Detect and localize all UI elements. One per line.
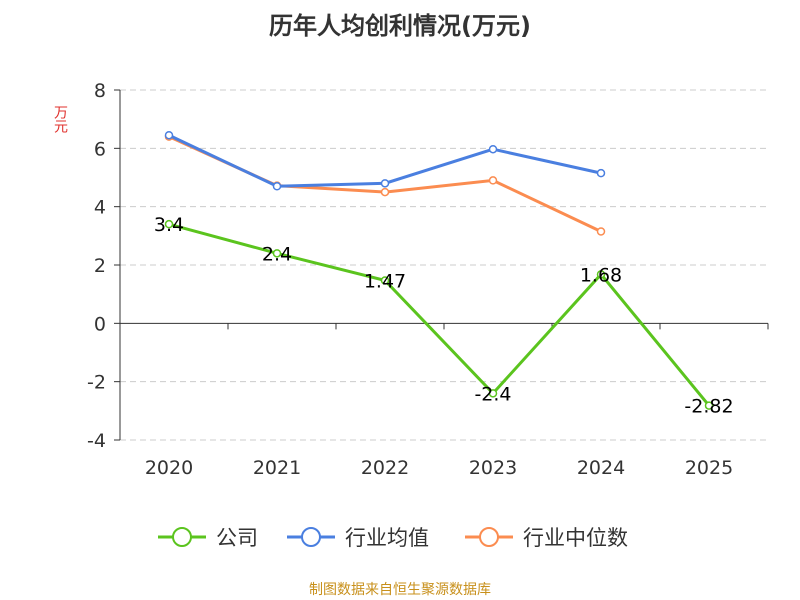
legend-label: 行业均值 (345, 526, 429, 550)
y-axis-label: 万元 (52, 105, 68, 133)
source-note: 制图数据来自恒生聚源数据库 (309, 582, 491, 598)
data-point (380, 276, 390, 285)
data-point (704, 401, 714, 410)
x-tick-label: 2021 (253, 457, 301, 479)
y-tick-label: 2 (94, 255, 106, 277)
series-line-1 (168, 133, 602, 188)
data-point (596, 168, 606, 178)
x-tick-label: 2022 (361, 457, 409, 479)
x-tick-label: 2024 (577, 457, 625, 479)
y-tick-label: -4 (87, 430, 106, 452)
data-point (596, 270, 606, 279)
chart-title: 历年人均创利情况(万元) (269, 12, 531, 40)
legend-marker (479, 527, 499, 547)
y-tick-label: -2 (87, 372, 106, 394)
data-label: -2.82 (684, 396, 733, 418)
x-tick-label: 2023 (469, 457, 517, 479)
legend-label: 公司 (216, 526, 258, 550)
legend-marker (301, 527, 321, 547)
x-tick-label: 2025 (685, 457, 733, 479)
legend-marker (172, 527, 192, 547)
data-point (164, 219, 174, 229)
data-label: 3.4 (154, 214, 184, 236)
x-tick-label: 2020 (145, 457, 193, 479)
data-point (596, 227, 606, 236)
data-point (272, 182, 282, 191)
data-point (380, 179, 390, 188)
data-point (164, 130, 174, 140)
data-label: 2.4 (262, 243, 292, 265)
data-point (272, 249, 282, 258)
data-label: 1.68 (580, 264, 622, 286)
series-line-0 (168, 222, 711, 407)
data-point (380, 187, 390, 197)
data-label: 1.47 (364, 270, 406, 292)
y-tick-label: 8 (94, 80, 106, 102)
data-label: -2.4 (474, 383, 511, 405)
y-tick-label: 6 (94, 138, 106, 160)
y-tick-label: 4 (94, 197, 106, 219)
y-tick-label: 0 (94, 313, 106, 335)
data-point (488, 389, 498, 398)
data-point (488, 176, 498, 185)
data-point (488, 144, 498, 154)
legend-label: 行业中位数 (523, 526, 628, 550)
